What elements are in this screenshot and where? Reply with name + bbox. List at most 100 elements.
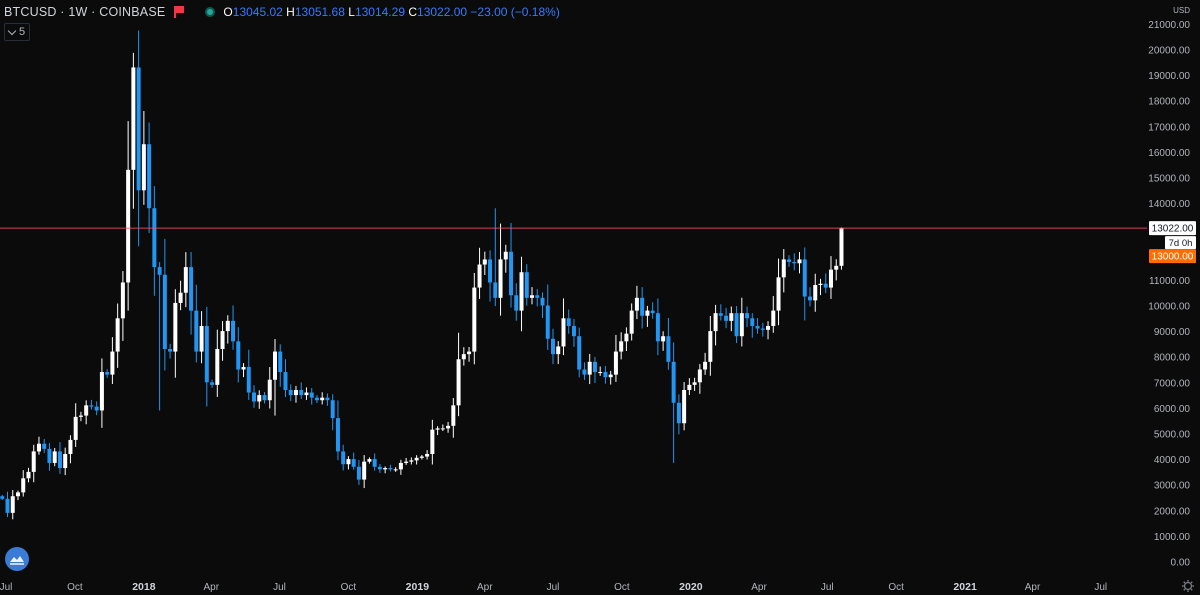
candle bbox=[834, 259, 839, 281]
candle bbox=[393, 467, 398, 472]
candle bbox=[645, 305, 650, 327]
candle-body bbox=[771, 310, 776, 326]
candle-body bbox=[430, 429, 435, 454]
candle-body bbox=[367, 459, 372, 462]
candle-body bbox=[105, 372, 110, 375]
settings-icon-tooth bbox=[1190, 581, 1193, 584]
candle bbox=[697, 364, 702, 394]
x-tick-label: Jul bbox=[1094, 582, 1107, 593]
candle bbox=[451, 397, 456, 438]
settings-icon[interactable] bbox=[1182, 580, 1194, 592]
candle-body bbox=[797, 259, 802, 264]
candle bbox=[152, 186, 157, 296]
indicator-count: 5 bbox=[19, 26, 26, 38]
candle bbox=[94, 401, 99, 416]
candle bbox=[493, 208, 498, 307]
candle-body bbox=[766, 325, 771, 330]
candle-body bbox=[398, 462, 403, 470]
price-axis: 0.00 1000.00 2000.00 3000.00 4000.00 5000.00 6… bbox=[1147, 0, 1200, 595]
candle bbox=[488, 250, 493, 302]
candle bbox=[718, 304, 723, 321]
x-tick-label: 2019 bbox=[406, 581, 430, 593]
y-tick-label: 8000.00 bbox=[1154, 353, 1191, 364]
candle bbox=[173, 289, 178, 378]
candle-body bbox=[293, 389, 298, 396]
settings-icon-tooth bbox=[1190, 588, 1193, 591]
candle bbox=[781, 249, 786, 293]
candle bbox=[703, 352, 708, 375]
candle-body bbox=[68, 439, 73, 454]
candle-body bbox=[26, 471, 31, 479]
candle-body bbox=[330, 400, 335, 419]
tradingview-logo-icon[interactable] bbox=[5, 547, 29, 571]
x-tick-label: 2020 bbox=[679, 581, 703, 593]
candle-body bbox=[57, 451, 62, 469]
candle-body bbox=[592, 361, 597, 373]
candle bbox=[15, 490, 20, 501]
candle bbox=[467, 346, 472, 362]
candle bbox=[608, 370, 613, 385]
candle-body bbox=[456, 359, 461, 406]
candle-body bbox=[351, 459, 356, 467]
candle-body bbox=[687, 384, 692, 390]
red-flag-icon[interactable] bbox=[173, 6, 185, 18]
candle bbox=[0, 494, 5, 501]
change-value: −23.00 (−0.18%) bbox=[470, 5, 560, 19]
candle-body bbox=[682, 389, 687, 424]
candle bbox=[629, 303, 634, 341]
candle bbox=[414, 455, 419, 465]
candle-body bbox=[613, 351, 618, 375]
candle bbox=[314, 395, 319, 404]
candle bbox=[661, 331, 666, 351]
candle-body bbox=[666, 336, 671, 362]
open-value: 13045.02 bbox=[232, 5, 283, 19]
candle bbox=[136, 30, 141, 247]
candle-body bbox=[813, 285, 818, 301]
candle-body bbox=[760, 328, 765, 330]
candle bbox=[519, 256, 524, 332]
candle bbox=[839, 227, 844, 270]
candle-body bbox=[697, 369, 702, 383]
settings-icon-ring bbox=[1183, 581, 1193, 591]
candle bbox=[73, 403, 78, 447]
candle-body bbox=[52, 451, 57, 463]
candle-body bbox=[734, 313, 739, 337]
candle-body bbox=[73, 416, 78, 440]
candle bbox=[99, 358, 104, 428]
candle-body bbox=[676, 402, 681, 424]
candle-body bbox=[409, 460, 414, 462]
candle bbox=[556, 341, 561, 365]
candle bbox=[131, 52, 136, 209]
candle-body bbox=[650, 310, 655, 314]
candle-body bbox=[435, 428, 440, 430]
candle bbox=[828, 256, 833, 299]
candle-body bbox=[535, 295, 540, 298]
candle bbox=[430, 419, 435, 465]
x-tick-label: Apr bbox=[1025, 582, 1041, 593]
candle bbox=[472, 272, 477, 365]
candle bbox=[603, 366, 608, 384]
candle-body bbox=[624, 333, 629, 342]
legend-header: BTCUSD · 1W · COINBASE O13045.02 H13051.… bbox=[4, 2, 560, 22]
candle bbox=[624, 327, 629, 351]
candle bbox=[750, 313, 755, 338]
candle bbox=[31, 444, 36, 483]
candle bbox=[267, 367, 272, 409]
y-tick-label: 17000.00 bbox=[1148, 122, 1190, 133]
candle bbox=[377, 464, 382, 473]
candle bbox=[63, 447, 68, 476]
symbol-title[interactable]: BTCUSD · 1W · COINBASE bbox=[4, 5, 166, 19]
candle bbox=[823, 273, 828, 294]
y-tick-label: 10000.00 bbox=[1148, 302, 1190, 313]
candle bbox=[571, 318, 576, 347]
candle-body bbox=[241, 366, 246, 370]
candle bbox=[561, 298, 566, 356]
indicators-toggle[interactable]: 5 bbox=[4, 23, 31, 41]
market-status-icon[interactable] bbox=[205, 7, 216, 17]
candle-body bbox=[519, 272, 524, 311]
candle bbox=[692, 377, 697, 391]
candle bbox=[68, 435, 73, 464]
y-tick-label: 20000.00 bbox=[1148, 46, 1190, 57]
